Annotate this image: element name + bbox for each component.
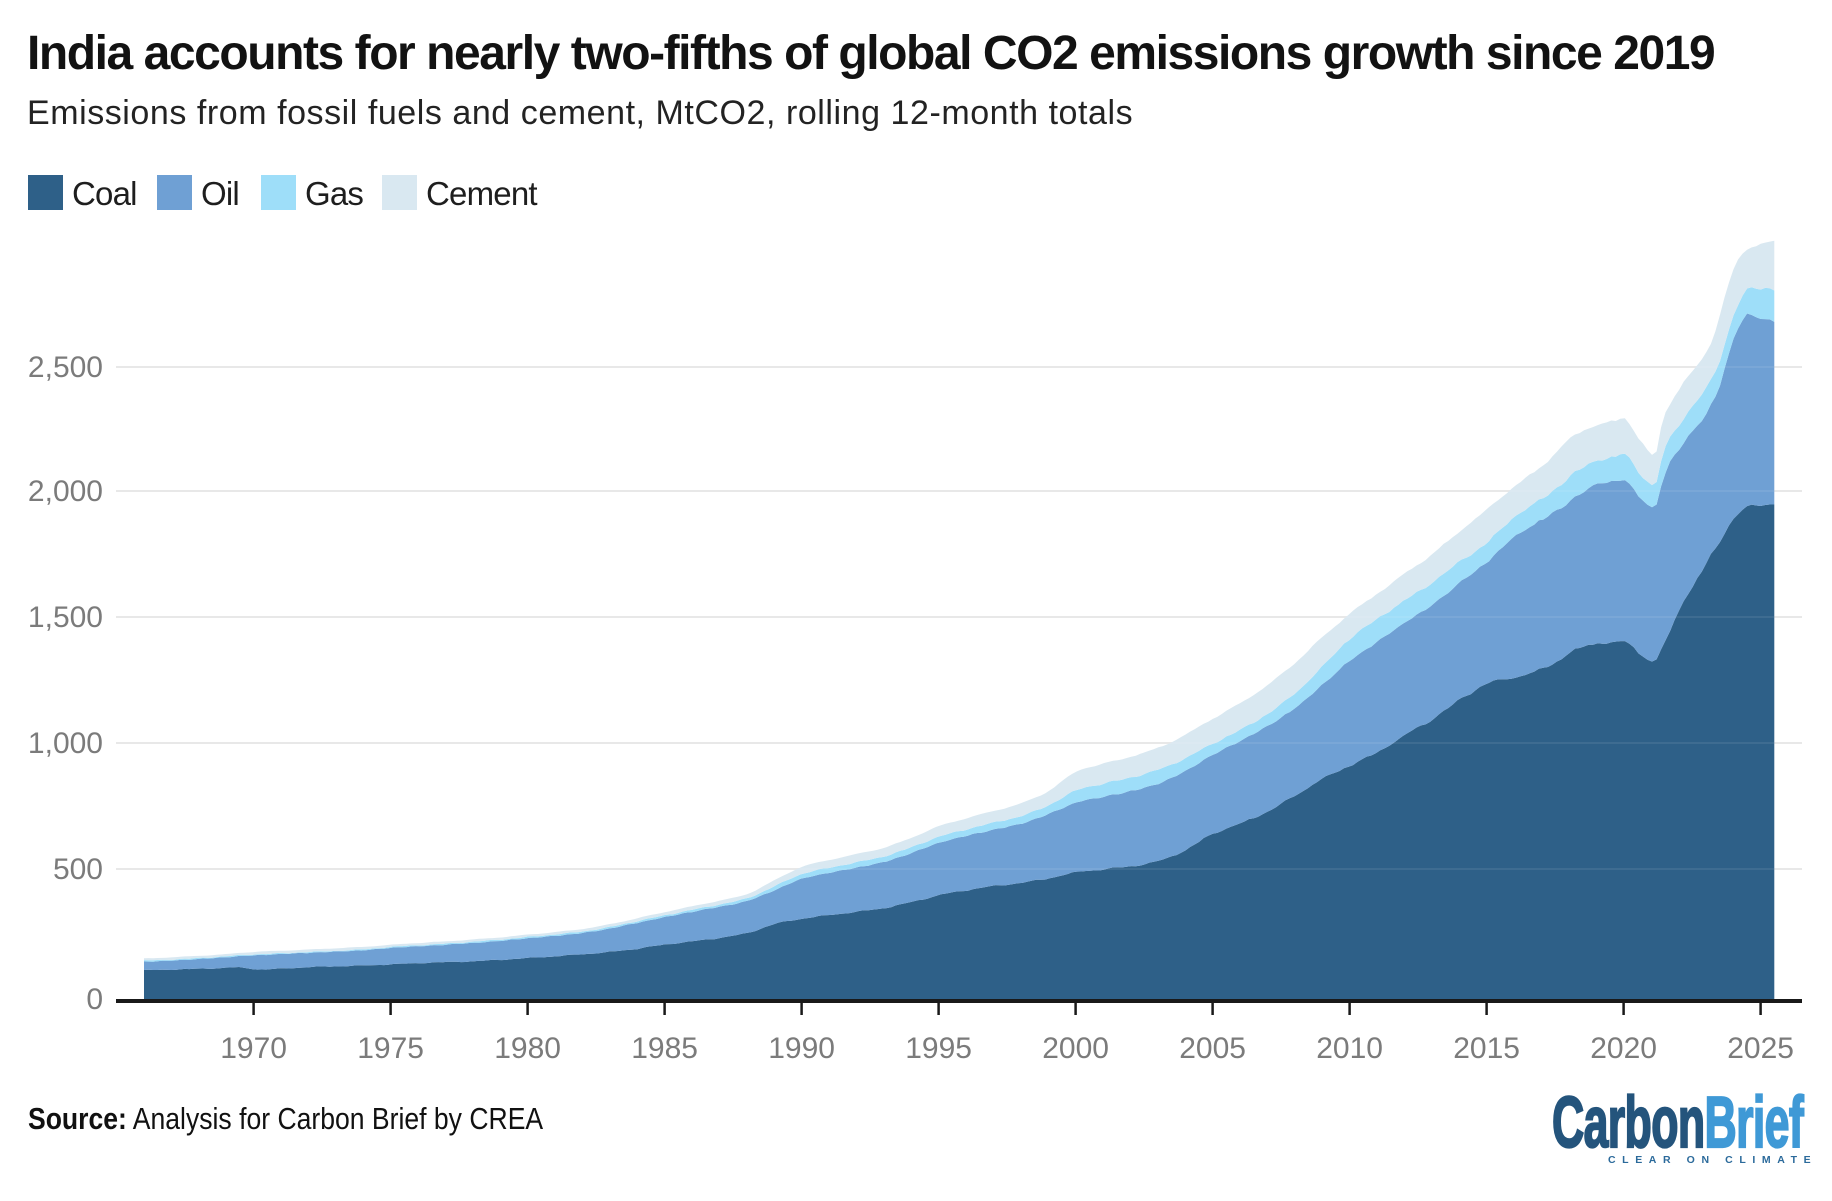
svg-text:1985: 1985 (631, 1032, 698, 1065)
svg-text:India accounts for nearly two-: India accounts for nearly two-fifths of … (27, 27, 1714, 80)
svg-text:1995: 1995 (905, 1032, 972, 1065)
svg-text:1975: 1975 (357, 1032, 424, 1065)
svg-text:1,000: 1,000 (28, 727, 103, 760)
svg-text:2025: 2025 (1727, 1032, 1794, 1065)
svg-text:CLEAR ON CLIMATE: CLEAR ON CLIMATE (1608, 1154, 1817, 1166)
svg-text:0: 0 (86, 983, 103, 1016)
svg-text:1980: 1980 (494, 1032, 561, 1065)
svg-text:2000: 2000 (1042, 1032, 1109, 1065)
svg-text:Source: Analysis for Carbon Br: Source: Analysis for Carbon Brief by CRE… (28, 1102, 544, 1136)
svg-text:2020: 2020 (1590, 1032, 1657, 1065)
svg-text:Coal: Coal (72, 175, 137, 212)
svg-text:Gas: Gas (305, 175, 363, 212)
svg-text:2,000: 2,000 (28, 475, 103, 508)
svg-text:Oil: Oil (201, 175, 239, 212)
svg-text:1,500: 1,500 (28, 601, 103, 634)
svg-text:Emissions from fossil fuels an: Emissions from fossil fuels and cement, … (27, 94, 1133, 132)
svg-text:500: 500 (53, 853, 103, 886)
svg-text:2010: 2010 (1316, 1032, 1383, 1065)
svg-text:Cement: Cement (426, 175, 537, 212)
svg-text:2015: 2015 (1453, 1032, 1520, 1065)
svg-text:2005: 2005 (1179, 1032, 1246, 1065)
svg-text:CarbonBrief: CarbonBrief (1552, 1082, 1804, 1163)
svg-text:1990: 1990 (768, 1032, 835, 1065)
svg-text:1970: 1970 (220, 1032, 287, 1065)
svg-text:2,500: 2,500 (28, 351, 103, 384)
